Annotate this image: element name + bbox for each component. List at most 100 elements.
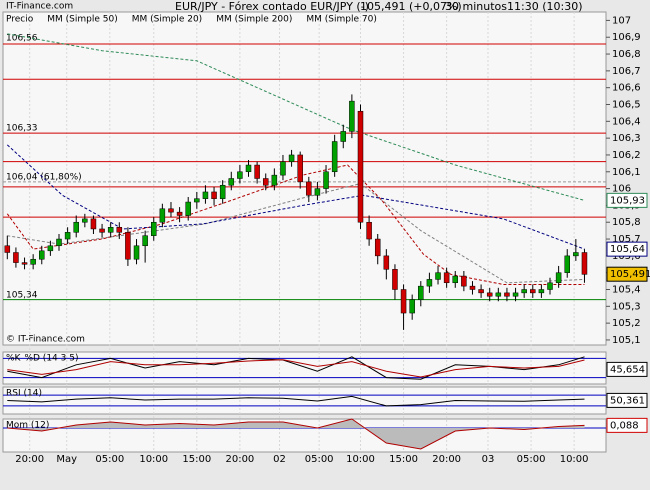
quote: 105,491 (+0,07%): [360, 0, 462, 13]
candle-body: [418, 285, 424, 300]
candle-body: [452, 275, 458, 284]
y-tick-label: 105,7: [612, 234, 641, 245]
candle-body: [271, 174, 278, 186]
candle-body: [56, 238, 62, 247]
candle-body: [383, 255, 390, 270]
indicator-line: [7, 395, 585, 407]
indicator-label: %D (14 3 5): [24, 354, 78, 364]
candle-body: [340, 131, 347, 142]
price-tag: 105,93: [610, 195, 645, 206]
legend-item: MM (Simple 200): [216, 15, 292, 25]
y-tick-label: 106,2: [612, 150, 641, 161]
x-tick-label: 15:00: [389, 454, 418, 465]
y-tick-label: 106,9: [612, 32, 641, 43]
legend-item: MM (Simple 20): [132, 15, 202, 25]
candle-body: [495, 292, 502, 297]
y-tick-label: 106,1: [612, 167, 641, 178]
candle-body: [262, 178, 269, 186]
x-tick-label: 03: [482, 454, 495, 465]
moving-average: [6, 164, 585, 285]
moving-average: [7, 33, 585, 201]
x-tick-label: 10:00: [346, 454, 375, 465]
candle-body: [392, 269, 398, 290]
candle-body: [90, 218, 97, 230]
candle-body: [435, 272, 441, 280]
candle-body: [469, 285, 476, 290]
candle-body: [288, 154, 295, 162]
y-tick-label: 106,3: [612, 133, 641, 144]
interval: 30 minutos: [445, 0, 507, 13]
candle-body: [306, 181, 312, 196]
watermark: IT-Finance.com: [6, 2, 73, 12]
indicator-label: Mom (12): [6, 421, 49, 431]
candle-body: [4, 245, 11, 253]
copyright: © IT-Finance.com: [6, 335, 85, 345]
indicator-label: RSI (14): [6, 389, 42, 399]
candle-body: [125, 232, 131, 260]
candle-body: [219, 184, 226, 199]
candle-body: [443, 272, 450, 284]
indicator-line: [7, 418, 585, 450]
moving-average: [6, 144, 585, 250]
x-tick-label: 02: [273, 454, 286, 465]
x-tick-label: May: [56, 454, 77, 465]
candle-body: [99, 228, 105, 233]
x-tick-label: 20:00: [15, 454, 44, 465]
y-tick-label: 105,3: [612, 301, 641, 312]
candle-body: [547, 282, 553, 290]
x-tick-label: 10:00: [560, 454, 589, 465]
y-tick-label: 105,4: [612, 285, 641, 296]
candle-body: [47, 245, 54, 252]
candle-body: [323, 171, 329, 189]
candle-body: [521, 289, 527, 294]
candle-body: [530, 289, 536, 294]
y-tick-label: 106,7: [612, 66, 641, 77]
x-tick-label: 10:00: [139, 454, 168, 465]
candle-body: [426, 279, 433, 287]
x-tick-label: 05:00: [95, 454, 124, 465]
y-tick-label: 105,8: [612, 217, 641, 228]
candle-body: [409, 299, 415, 314]
chart-title: EUR/JPY - Fórex contado EUR/JPY (-): [175, 0, 369, 13]
candle-body: [228, 178, 235, 186]
candle-body: [185, 201, 191, 216]
candle-body: [194, 198, 200, 203]
candle-body: [555, 272, 562, 284]
moving-average: [7, 182, 585, 284]
price-tag-box: [606, 417, 648, 433]
candle-body: [82, 218, 88, 223]
x-tick-label: 05:00: [305, 454, 334, 465]
level-annotation: 106,04 (61,80%): [6, 173, 82, 183]
candle-body: [504, 292, 510, 297]
x-tick-label: 15:00: [182, 454, 211, 465]
candle-body: [297, 154, 303, 183]
candle-body: [280, 161, 286, 176]
y-tick-label: 106: [612, 184, 631, 195]
candle-body: [151, 221, 157, 236]
candle-body: [538, 289, 545, 294]
candle-body: [512, 292, 519, 297]
candle-body: [254, 164, 260, 179]
candle-body: [64, 232, 71, 240]
y-tick-label: 105,1: [612, 335, 641, 346]
price-tag-box: [606, 241, 648, 257]
rsi-panel: [2, 386, 607, 415]
legend-item: MM (Simple 50): [47, 15, 117, 25]
candle-body: [357, 110, 364, 223]
candle-body: [39, 250, 45, 260]
price-tag: 50,361: [610, 395, 645, 406]
y-tick-label: 107: [612, 15, 631, 26]
price-tag: 105,491: [610, 269, 650, 280]
candle-body: [133, 245, 140, 260]
candle-body: [366, 221, 372, 240]
candle-body: [73, 221, 79, 233]
candle-body: [245, 164, 252, 173]
legend-item: MM (Simple 70): [306, 15, 376, 25]
candle-body: [331, 141, 338, 173]
level-annotation: 106,56: [6, 34, 38, 44]
candle-body: [486, 292, 493, 297]
candle-body: [461, 275, 467, 287]
candle-body: [581, 252, 588, 275]
candle-body: [349, 100, 355, 132]
